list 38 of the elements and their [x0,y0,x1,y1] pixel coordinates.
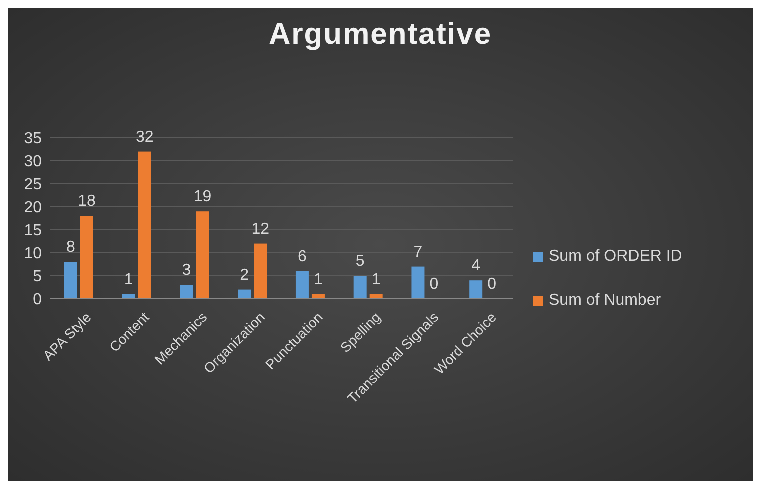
bar [254,244,268,299]
bar [196,212,210,299]
y-tick-label: 35 [24,130,42,148]
y-tick-label: 10 [24,246,42,263]
y-tick-label: 30 [24,154,42,171]
bar [138,152,152,299]
bar [238,290,252,299]
data-label: 4 [472,258,481,275]
data-label: 5 [356,253,365,270]
data-label: 19 [194,188,212,206]
data-label: 0 [488,276,497,293]
y-tick-label: 20 [24,200,42,217]
data-label: 1 [372,271,381,288]
legend-label: Sum of ORDER ID [549,248,682,266]
chart-title: Argumentative [268,17,494,53]
data-label: 6 [298,248,308,266]
y-tick-label: 25 [24,176,42,194]
bar [296,271,309,299]
data-label: 1 [314,271,324,288]
bar [64,262,78,299]
bar [412,266,425,299]
data-label: 32 [136,128,154,146]
data-label: 0 [430,276,439,293]
data-label: 2 [240,266,250,284]
data-label: 1 [124,271,134,288]
y-tick-label: 0 [33,292,42,309]
data-label: 12 [252,220,270,238]
bar [470,280,483,299]
bar [354,276,367,299]
data-label: 7 [414,244,423,261]
data-label: 3 [182,262,192,280]
data-label: 18 [78,193,96,210]
bar [80,216,94,299]
bar [180,285,194,299]
y-tick-label: 5 [33,268,42,286]
y-tick-label: 15 [24,222,42,240]
data-label: 8 [66,239,76,256]
legend-label: Sum of Number [549,292,662,310]
